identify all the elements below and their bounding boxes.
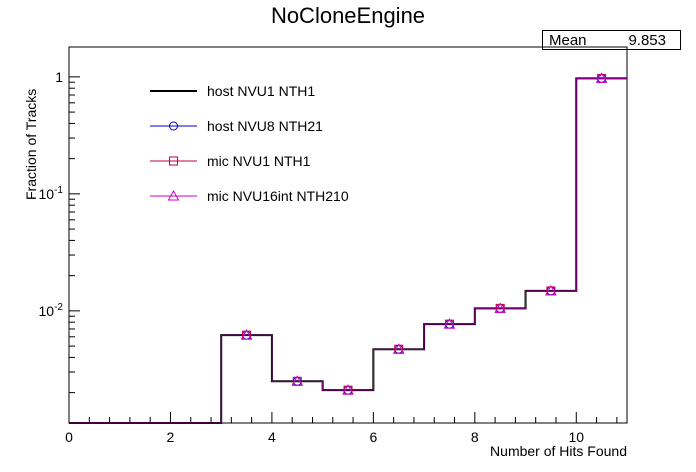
x-tick-label: 10 bbox=[568, 429, 584, 445]
stats-value: 9.853 bbox=[628, 32, 666, 49]
y-tick-label: 10-1 bbox=[39, 185, 64, 202]
chart-title: NoCloneEngine bbox=[270, 3, 426, 28]
data-point-triangle bbox=[595, 72, 608, 83]
legend-entry-label: host NVU1 NTH1 bbox=[207, 83, 315, 99]
data-point-triangle bbox=[443, 318, 456, 329]
y-tick-label: 1 bbox=[55, 69, 63, 85]
data-point-triangle bbox=[392, 343, 405, 354]
x-tick-label: 0 bbox=[65, 429, 73, 445]
histogram-line-mic-nvu1-nth1 bbox=[69, 78, 627, 424]
legend-marker-triangle bbox=[167, 189, 180, 201]
data-point-triangle bbox=[342, 384, 354, 395]
legend-entry-label: mic NVU1 NTH1 bbox=[207, 153, 311, 169]
histogram-line-host-nvu8-nth21 bbox=[69, 78, 627, 424]
data-point-triangle bbox=[545, 284, 557, 296]
legend-marker-circle bbox=[169, 121, 178, 131]
x-tick-label: 4 bbox=[268, 429, 276, 445]
data-point-triangle bbox=[494, 302, 507, 313]
data-point-triangle bbox=[240, 329, 253, 340]
x-axis-label: Number of Hits Found bbox=[490, 443, 627, 459]
legend-marker-square bbox=[169, 156, 178, 166]
x-tick-label: 8 bbox=[471, 429, 479, 445]
plot-frame bbox=[68, 46, 628, 424]
histogram-line-host-nvu1-nth1 bbox=[69, 77, 627, 424]
histogram-line-mic-nvu16int-nth210 bbox=[69, 78, 627, 424]
stats-box: Mean 9.853 bbox=[542, 30, 681, 50]
y-tick-label: 10-2 bbox=[39, 302, 64, 319]
data-point-triangle bbox=[291, 375, 304, 386]
legend-entry-label: mic NVU16int NTH210 bbox=[207, 188, 349, 204]
legend-entry-label: host NVU8 NTH21 bbox=[207, 118, 323, 134]
x-tick-label: 6 bbox=[369, 429, 377, 445]
stats-label: Mean bbox=[549, 32, 587, 49]
x-tick-label: 2 bbox=[167, 429, 175, 445]
